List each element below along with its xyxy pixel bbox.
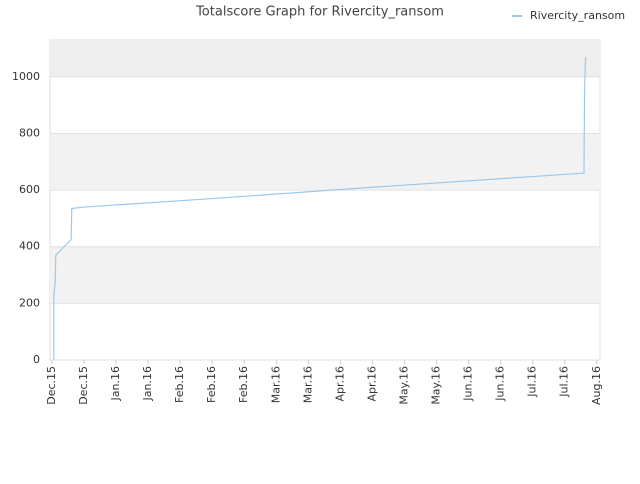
chart-title: Totalscore Graph for Rivercity_ransom	[195, 5, 444, 20]
plot-area	[49, 39, 601, 361]
y-tick-label: 400	[19, 240, 40, 253]
x-tick-label: Jan.16	[109, 366, 122, 401]
band	[50, 246, 600, 304]
line	[53, 56, 587, 360]
x-tick-label: Jul.16	[526, 366, 539, 398]
x-tick-label: Feb.16	[237, 366, 250, 403]
x-tick-label: Feb.16	[173, 366, 186, 403]
x-tick-label: Apr.16	[333, 366, 346, 402]
x-tick-label: Mar.16	[301, 366, 314, 403]
x-tick-label: Dec.15	[45, 366, 58, 405]
y-tick-label: 800	[19, 126, 40, 139]
band	[50, 133, 600, 191]
x-tick-label: May.16	[397, 366, 410, 405]
x-tick-label: Jul.16	[558, 366, 571, 398]
x-tick-label: May.16	[430, 366, 443, 405]
y-tick-label: 0	[33, 353, 40, 366]
y-tick-label: 200	[19, 296, 40, 309]
y-tick-label: 1000	[12, 70, 40, 83]
x-tick-label: Apr.16	[365, 366, 378, 402]
legend-label: Rivercity_ransom	[530, 9, 625, 22]
x-tick-label: Aug.16	[590, 366, 603, 405]
x-tick-label: Dec.15	[77, 366, 90, 405]
x-tick-label: Jan.16	[141, 366, 154, 401]
x-tick-label: Jun.16	[494, 366, 507, 402]
y-tick-label: 600	[19, 183, 40, 196]
band	[50, 40, 600, 77]
x-tick-label: Mar.16	[269, 366, 282, 403]
x-tick-label: Jun.16	[462, 366, 475, 402]
x-tick-label: Feb.16	[205, 366, 218, 403]
